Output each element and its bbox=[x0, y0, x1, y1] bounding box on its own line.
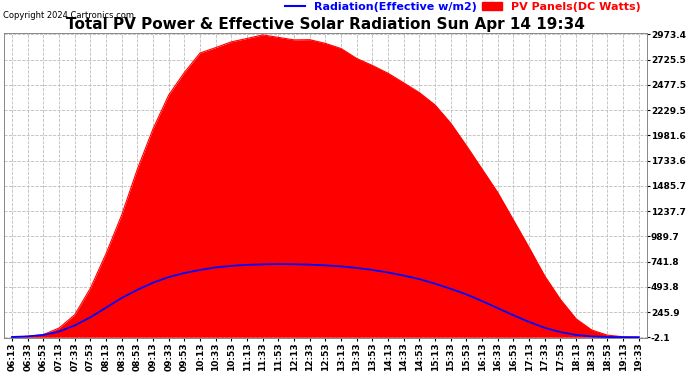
Legend: Radiation(Effective w/m2), PV Panels(DC Watts): Radiation(Effective w/m2), PV Panels(DC … bbox=[285, 2, 641, 12]
Title: Total PV Power & Effective Solar Radiation Sun Apr 14 19:34: Total PV Power & Effective Solar Radiati… bbox=[66, 17, 585, 32]
Text: Copyright 2024 Cartronics.com: Copyright 2024 Cartronics.com bbox=[3, 11, 135, 20]
